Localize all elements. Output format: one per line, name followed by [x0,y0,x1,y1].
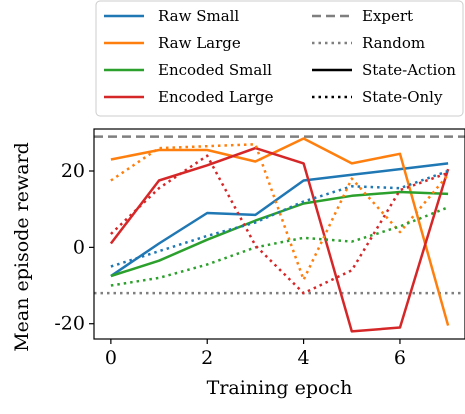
legend-label: Encoded Small [158,61,272,79]
plot-frame [93,128,465,340]
series-line-raw-large-state-action [110,137,450,326]
legend-label: Expert [362,7,413,25]
x-tick-label: 0 [105,347,117,369]
series-line-raw-large-state-only [110,143,450,282]
y-tick-label: 0 [73,236,85,258]
legend-label: Raw Large [158,34,241,52]
series-line-encoded-small-state-only [110,206,449,287]
axis-ticks: 0 2 4 6 -20 0 20 [54,160,406,369]
series-line-encoded-small-state-action [110,190,449,278]
x-tick-label: 2 [201,347,213,369]
legend: Raw Small Raw Large Encoded Small Encoded L… [95,0,464,117]
legend-label: State-Action [362,61,456,79]
series-line-encoded-large-state-action [109,146,450,333]
series-line-raw-small-state-only [110,169,449,268]
legend-label: Raw Small [158,7,239,25]
series-line-raw-small-state-action [110,162,449,278]
legend-label: Encoded Large [158,88,274,106]
x-tick-label: 6 [394,347,406,369]
x-tick-label: 4 [298,347,310,369]
series-line-encoded-large-state-only [110,154,449,295]
y-tick-label: 20 [61,160,85,182]
x-axis-label: Training epoch [207,377,353,399]
y-tick-label: -20 [54,313,85,335]
series-group [109,137,450,333]
legend-label: State-Only [362,88,443,106]
legend-label: Random [362,34,425,52]
legend-frame [95,0,464,117]
reference-lines [94,135,465,295]
y-axis-label: Mean episode reward [11,142,33,352]
